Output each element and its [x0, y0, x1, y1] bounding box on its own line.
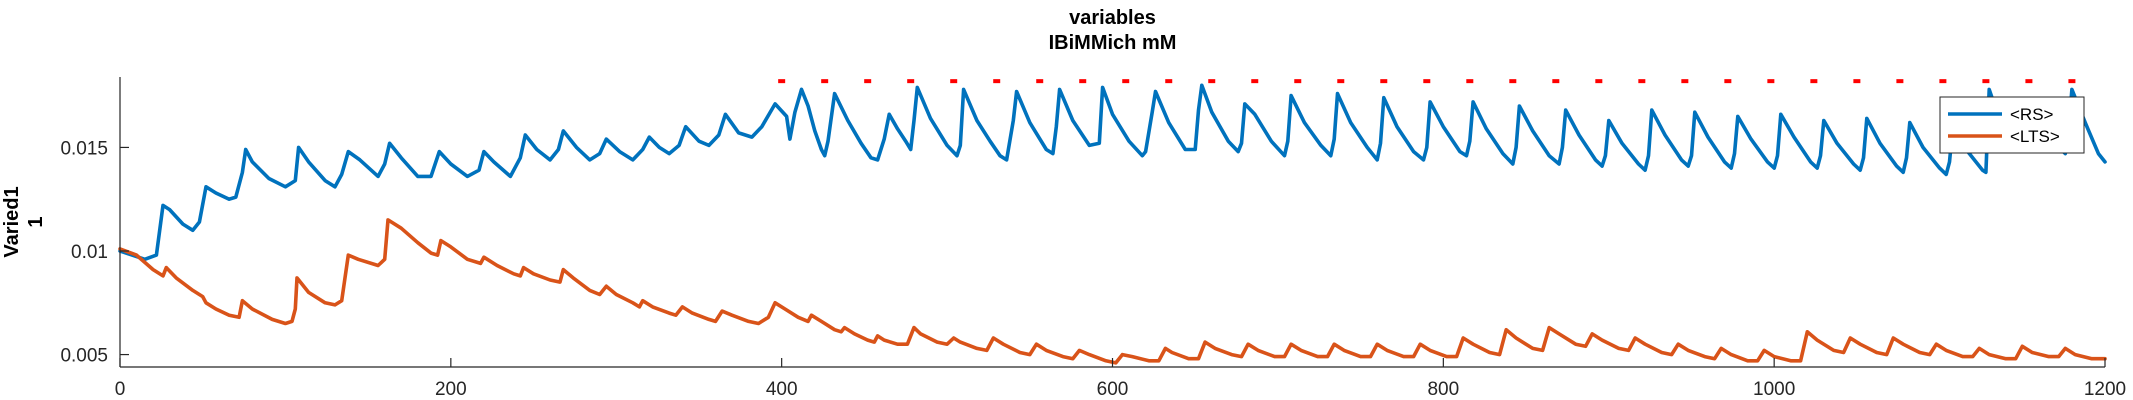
chart-subtitle: IBiMMich mM	[1049, 32, 1177, 54]
y-axis-label: Varied1 1	[1, 186, 47, 257]
x-tick-label: 1200	[2084, 379, 2126, 400]
y-tick-label: 0.005	[60, 346, 108, 367]
plot-area	[120, 77, 2105, 367]
legend-box	[1939, 96, 2085, 154]
legend-label-2: <LTS>	[2010, 127, 2060, 146]
series-layer	[118, 83, 2107, 365]
legend-label-1: <RS>	[2010, 105, 2054, 124]
y-tick-label: 0.01	[71, 242, 108, 263]
x-tick-label: 600	[1097, 379, 1129, 400]
x-tick-label: 800	[1427, 379, 1459, 400]
series-line-1	[118, 83, 2107, 262]
series-line-2	[118, 218, 2107, 365]
x-tick-label: 400	[766, 379, 798, 400]
legend: <RS> <LTS>	[1939, 96, 2085, 154]
chart-title: variables	[1069, 7, 1156, 29]
y-ticks: 0.005 0.01 0.015	[60, 138, 129, 367]
x-tick-label: 200	[435, 379, 467, 400]
y-tick-label: 0.015	[60, 138, 108, 159]
x-ticks: 0 200 400 600 800 1000 1200	[115, 358, 2126, 400]
y-axis-label-line-1: Varied1	[1, 186, 23, 257]
x-tick-label: 0	[115, 379, 126, 400]
x-tick-label: 1000	[1753, 379, 1795, 400]
y-axis-label-line-2: 1	[25, 216, 47, 227]
